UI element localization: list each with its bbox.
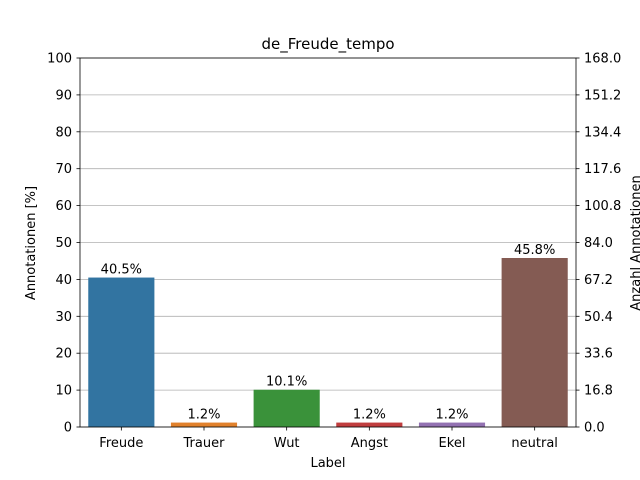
y-right-tick-label: 0.0 bbox=[584, 421, 605, 436]
bar-freude bbox=[88, 277, 155, 427]
bar-ekel bbox=[418, 422, 486, 427]
value-label: 1.2% bbox=[353, 408, 386, 423]
y-tick-label: 20 bbox=[55, 347, 72, 362]
value-label: 10.1% bbox=[266, 375, 307, 390]
value-label: 40.5% bbox=[101, 263, 142, 278]
bars bbox=[88, 257, 568, 427]
y-right-tick-label: 16.8 bbox=[584, 384, 613, 399]
y-axis-label-right: Anzahl Annotationen bbox=[629, 175, 640, 310]
x-tick-label: Wut bbox=[274, 436, 300, 451]
chart-title: de_Freude_tempo bbox=[261, 35, 394, 54]
value-label: 1.2% bbox=[435, 408, 468, 423]
x-tick-label: Trauer bbox=[183, 436, 226, 451]
y-tick-label: 80 bbox=[55, 125, 72, 140]
y-tick-label: 100 bbox=[47, 52, 72, 67]
bar-angst bbox=[336, 422, 403, 427]
x-tick-label: neutral bbox=[511, 436, 558, 451]
y-tick-label: 70 bbox=[55, 162, 72, 177]
value-label: 1.2% bbox=[187, 408, 220, 423]
y-right-tick-label: 100.8 bbox=[584, 199, 621, 214]
value-labels: 40.5% 1.2% 10.1% 1.2% 1.2% 45.8% bbox=[101, 243, 556, 423]
y-right-tick-label: 33.6 bbox=[584, 347, 613, 362]
y-right-tick-label: 84.0 bbox=[584, 236, 613, 251]
y-tick-label: 30 bbox=[55, 310, 72, 325]
bar-trauer bbox=[170, 422, 238, 427]
value-label: 45.8% bbox=[514, 243, 555, 258]
x-tick-label: Ekel bbox=[439, 436, 466, 451]
x-axis-label: Label bbox=[310, 456, 345, 471]
x-axis-ticks: Freude Trauer Wut Angst Ekel neutral bbox=[99, 427, 558, 451]
y-tick-label: 10 bbox=[55, 384, 72, 399]
y-axis-right-ticks: 0.0 16.8 33.6 50.4 67.2 84.0 100.8 117.6 134.4 15… bbox=[576, 52, 621, 436]
y-right-tick-label: 134.4 bbox=[584, 125, 621, 140]
y-axis-left-ticks: 0 10 20 30 40 50 60 70 80 90 100 bbox=[47, 52, 80, 436]
y-right-tick-label: 117.6 bbox=[584, 162, 621, 177]
y-right-tick-label: 67.2 bbox=[584, 273, 613, 288]
y-axis-label-left: Annotationen [%] bbox=[24, 186, 39, 300]
y-tick-label: 60 bbox=[55, 199, 72, 214]
y-tick-label: 0 bbox=[64, 421, 72, 436]
y-tick-label: 50 bbox=[55, 236, 72, 251]
y-right-tick-label: 151.2 bbox=[584, 88, 621, 103]
x-tick-label: Angst bbox=[351, 436, 388, 451]
bar-wut bbox=[253, 389, 320, 427]
y-right-tick-label: 168.0 bbox=[584, 52, 621, 67]
x-tick-label: Freude bbox=[99, 436, 143, 451]
bar-neutral bbox=[501, 257, 568, 427]
y-tick-label: 40 bbox=[55, 273, 72, 288]
y-right-tick-label: 50.4 bbox=[584, 310, 613, 325]
y-tick-label: 90 bbox=[55, 88, 72, 103]
